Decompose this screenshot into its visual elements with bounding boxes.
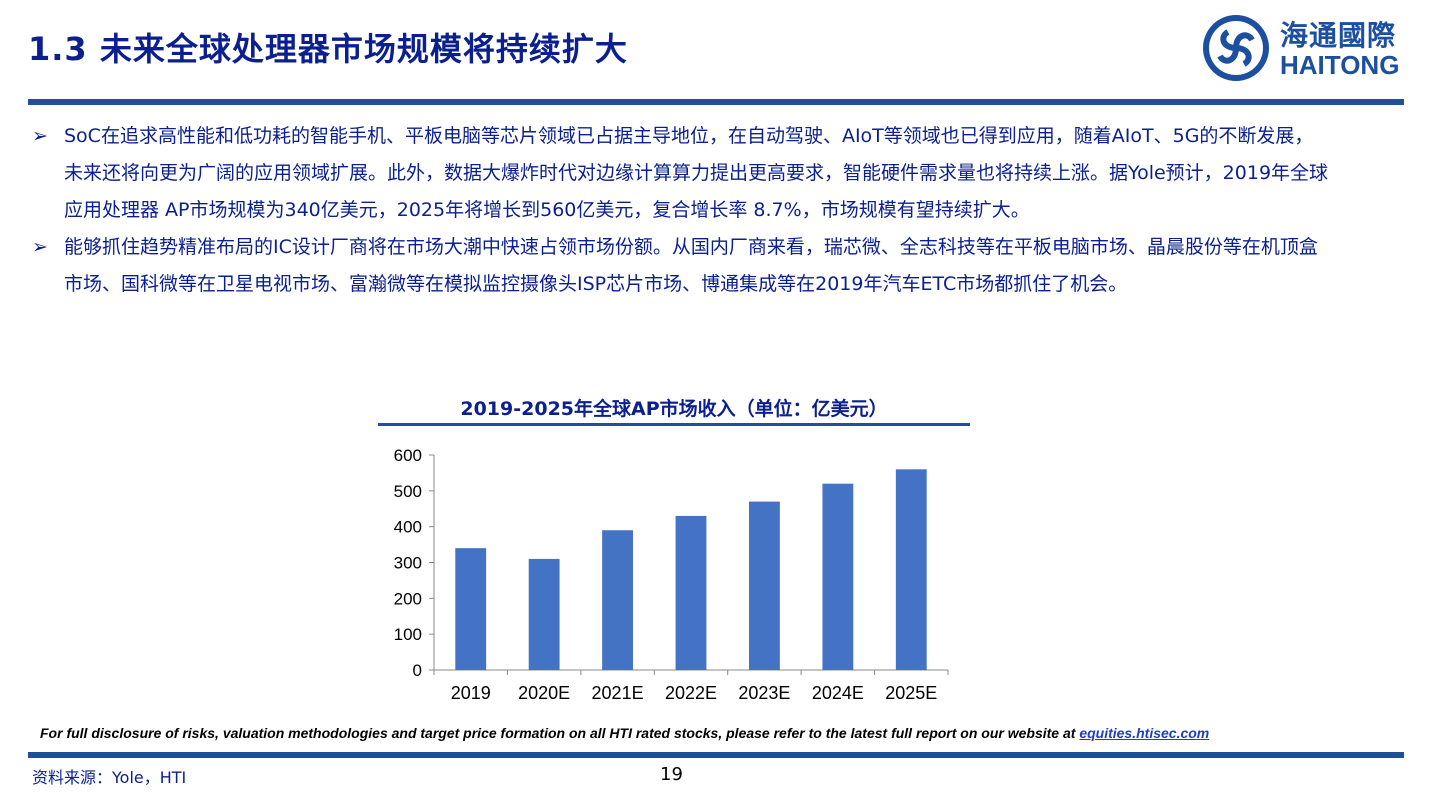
- x-tick-label: 2019: [451, 683, 491, 703]
- x-tick-label: 2024E: [812, 683, 864, 703]
- disclaimer-text: For full disclosure of risks, valuation …: [40, 725, 1080, 741]
- source-note: 资料来源：Yole，HTI: [32, 768, 187, 787]
- chart-title: 2019-2025年全球AP市场收入（单位：亿美元）: [460, 398, 888, 420]
- y-tick-label: 400: [394, 518, 422, 537]
- paragraph-text: SoC在追求高性能和低功耗的智能手机、平板电脑等芯片领域已占据主导地位，在自动驾…: [64, 125, 1329, 221]
- bar-2025E: [895, 469, 927, 670]
- paragraph-text: 能够抓住趋势精准布局的IC设计厂商将在市场大潮中快速占领市场份额。从国内厂商来看…: [64, 236, 1318, 295]
- bullet-paragraph: ➢ 能够抓住趋势精准布局的IC设计厂商将在市场大潮中快速占领市场份额。从国内厂商…: [32, 229, 1332, 303]
- haitong-logo: 海通國際 HAITONG: [1200, 12, 1410, 87]
- bullet-paragraph: ➢ SoC在追求高性能和低功耗的智能手机、平板电脑等芯片领域已占据主导地位，在自…: [32, 118, 1332, 229]
- arrow-bullet-icon: ➢: [32, 236, 48, 258]
- logo-text-en: HAITONG: [1280, 50, 1400, 80]
- y-tick-label: 300: [394, 554, 422, 573]
- bar-2020E: [528, 558, 560, 670]
- bar-2019: [455, 548, 487, 670]
- body-text: ➢ SoC在追求高性能和低功耗的智能手机、平板电脑等芯片领域已占据主导地位，在自…: [32, 118, 1332, 303]
- bar-2024E: [822, 483, 854, 670]
- bar-2022E: [675, 515, 707, 670]
- chart-title-underline: [378, 423, 970, 426]
- header-divider: [28, 99, 1404, 105]
- bar-2023E: [749, 501, 780, 670]
- x-tick-label: 2020E: [518, 683, 570, 703]
- y-tick-label: 100: [394, 625, 422, 644]
- x-tick-label: 2022E: [665, 683, 717, 703]
- y-tick-label: 200: [394, 589, 422, 608]
- logo-text-cn: 海通國際: [1280, 19, 1397, 52]
- y-tick-label: 500: [394, 482, 422, 501]
- haitong-emblem-icon: [1203, 15, 1269, 81]
- y-tick-label: 600: [394, 446, 422, 465]
- website-link[interactable]: equities.htisec.com: [1079, 725, 1210, 741]
- y-tick-label: 0: [413, 661, 422, 680]
- x-tick-label: 2021E: [592, 683, 644, 703]
- bar-2021E: [602, 530, 633, 670]
- slide-title: 1.3 未来全球处理器市场规模将持续扩大: [28, 30, 628, 68]
- bar-chart: 0 100 200 300 400 500 600 2019 2020E 2021E 2022E 20…: [394, 446, 949, 703]
- x-tick-label: 2023E: [738, 683, 790, 703]
- arrow-bullet-icon: ➢: [32, 125, 48, 147]
- footer-divider: [28, 752, 1404, 758]
- disclaimer: For full disclosure of risks, valuation …: [40, 725, 1209, 741]
- x-tick-label: 2025E: [885, 683, 937, 703]
- page-number: 19: [660, 764, 683, 785]
